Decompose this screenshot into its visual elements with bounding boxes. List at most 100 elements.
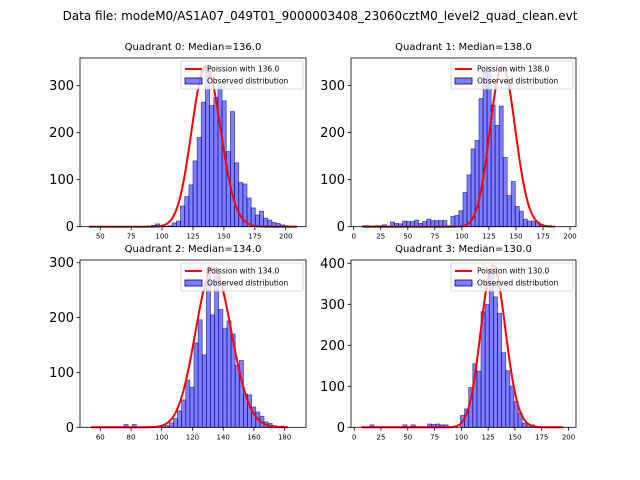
- histogram-bar: [509, 385, 515, 428]
- legend: Poission with 138.0 Observed distribution: [450, 60, 574, 90]
- y-tick-label: 100: [49, 366, 74, 381]
- poisson-curve: [362, 65, 555, 228]
- x-tick-label: 150: [509, 233, 522, 241]
- subplot-title: Quadrant 2: Median=134.0: [125, 244, 262, 255]
- histogram-bar: [259, 210, 265, 228]
- x-tick-label: 0: [352, 433, 356, 441]
- y-tick-label: 300: [49, 79, 74, 94]
- axes-frame: [350, 259, 577, 428]
- histogram-bar: [205, 267, 211, 428]
- histogram-bar: [226, 320, 232, 428]
- subplot-title: Quadrant 0: Median=136.0: [125, 42, 262, 53]
- histogram-bar: [192, 160, 198, 228]
- histogram-bar: [201, 354, 207, 428]
- histogram-bar: [177, 410, 183, 428]
- legend-label-poisson: Poission with 138.0: [477, 65, 550, 74]
- histogram-bar: [506, 195, 512, 228]
- y-tick-label: 100: [320, 380, 345, 395]
- histogram-bar: [484, 303, 490, 428]
- legend-label-observed: Observed distribution: [207, 279, 288, 288]
- histogram-bar: [492, 296, 498, 428]
- x-tick-label: 160: [247, 433, 260, 441]
- x-tick-label: 50: [403, 233, 412, 241]
- x-tick-label: 0: [351, 233, 355, 241]
- legend-label-observed: Observed distribution: [207, 77, 288, 86]
- histogram-bar: [450, 215, 456, 228]
- histogram-bar: [254, 214, 260, 228]
- histogram-bar: [171, 222, 177, 228]
- histogram-bar: [263, 217, 269, 228]
- histogram-bar: [218, 308, 224, 428]
- legend-bar-swatch: [184, 279, 203, 287]
- x-tick-label: 75: [430, 233, 439, 241]
- histogram-bar: [498, 105, 504, 228]
- x-tick-label: 125: [482, 233, 495, 241]
- subplot-title: Quadrant 3: Median=130.0: [395, 244, 532, 255]
- histogram-bar: [514, 206, 520, 228]
- x-tick-label: 25: [376, 233, 385, 241]
- histogram-bars: [146, 66, 298, 228]
- histogram-bar: [502, 157, 508, 228]
- subplot-quadrant-2: Quadrant 2: Median=134.0 0 100 200 300 60 80 10…: [49, 244, 307, 441]
- histogram-bar: [193, 342, 199, 428]
- legend-bar-swatch: [454, 77, 473, 85]
- legend-box: [180, 60, 304, 90]
- histogram-bar: [501, 352, 507, 428]
- x-tick-label: 125: [481, 433, 494, 441]
- histogram-bar: [522, 218, 528, 228]
- histogram-bar: [466, 174, 472, 228]
- histogram-bar: [205, 66, 211, 228]
- histogram-bar: [250, 207, 256, 228]
- y-tick-label: 100: [320, 173, 345, 188]
- legend-label-poisson: Poission with 136.0: [207, 65, 280, 74]
- histogram-bar: [497, 312, 503, 428]
- histogram-bar: [188, 184, 194, 228]
- legend: Poission with 130.0 Observed distribution: [450, 262, 574, 292]
- histogram-bar: [168, 422, 174, 428]
- y-tick-label: 200: [49, 126, 74, 141]
- histogram-bar: [175, 220, 181, 228]
- x-tick-label: 140: [217, 433, 230, 441]
- x-tick-label: 150: [508, 433, 521, 441]
- histogram-bar: [488, 269, 494, 428]
- x-tick-label: 180: [278, 433, 291, 441]
- x-tick-label: 100: [155, 433, 168, 441]
- x-tick-label: 60: [96, 433, 105, 441]
- histogram-bar: [214, 267, 220, 428]
- subplot-quadrant-0: Quadrant 0: Median=136.0 0 100 200 300 50 75 10…: [49, 42, 307, 241]
- x-tick-label: 25: [377, 433, 386, 441]
- histogram-bar: [181, 399, 187, 428]
- x-tick-label: 200: [279, 233, 292, 241]
- y-tick-label: 300: [320, 79, 345, 94]
- histogram-bar: [454, 214, 460, 228]
- y-tick-label: 200: [320, 126, 345, 141]
- histogram-bar: [234, 162, 240, 228]
- histogram-bar: [490, 104, 496, 228]
- histogram-bar: [505, 370, 511, 428]
- x-tick-label: 100: [155, 233, 168, 241]
- histogram-bar: [476, 370, 482, 428]
- histogram-bar: [189, 386, 195, 428]
- y-tick-label: 300: [320, 298, 345, 313]
- histogram-bar: [185, 379, 191, 428]
- y-tick-label: 0: [337, 421, 345, 436]
- y-tick-label: 0: [337, 220, 345, 235]
- x-tick-label: 200: [563, 233, 576, 241]
- histogram-bar: [526, 220, 532, 228]
- y-tick-label: 0: [66, 220, 74, 235]
- histogram-bar: [518, 210, 524, 228]
- histogram-bar: [184, 196, 190, 228]
- y-tick-label: 200: [49, 311, 74, 326]
- x-tick-label: 100: [455, 233, 468, 241]
- y-tick-label: 400: [320, 257, 345, 272]
- subplot-title: Quadrant 1: Median=138.0: [395, 42, 532, 53]
- histogram-bar: [458, 210, 464, 228]
- y-tick-label: 300: [49, 256, 74, 271]
- histogram-bar: [180, 205, 186, 228]
- x-tick-label: 175: [536, 233, 549, 241]
- y-tick-label: 200: [320, 339, 345, 354]
- legend-label-poisson: Poission with 130.0: [477, 267, 550, 276]
- histogram-bar: [426, 218, 432, 228]
- x-tick-label: 200: [562, 433, 575, 441]
- axes-frame: [350, 57, 577, 228]
